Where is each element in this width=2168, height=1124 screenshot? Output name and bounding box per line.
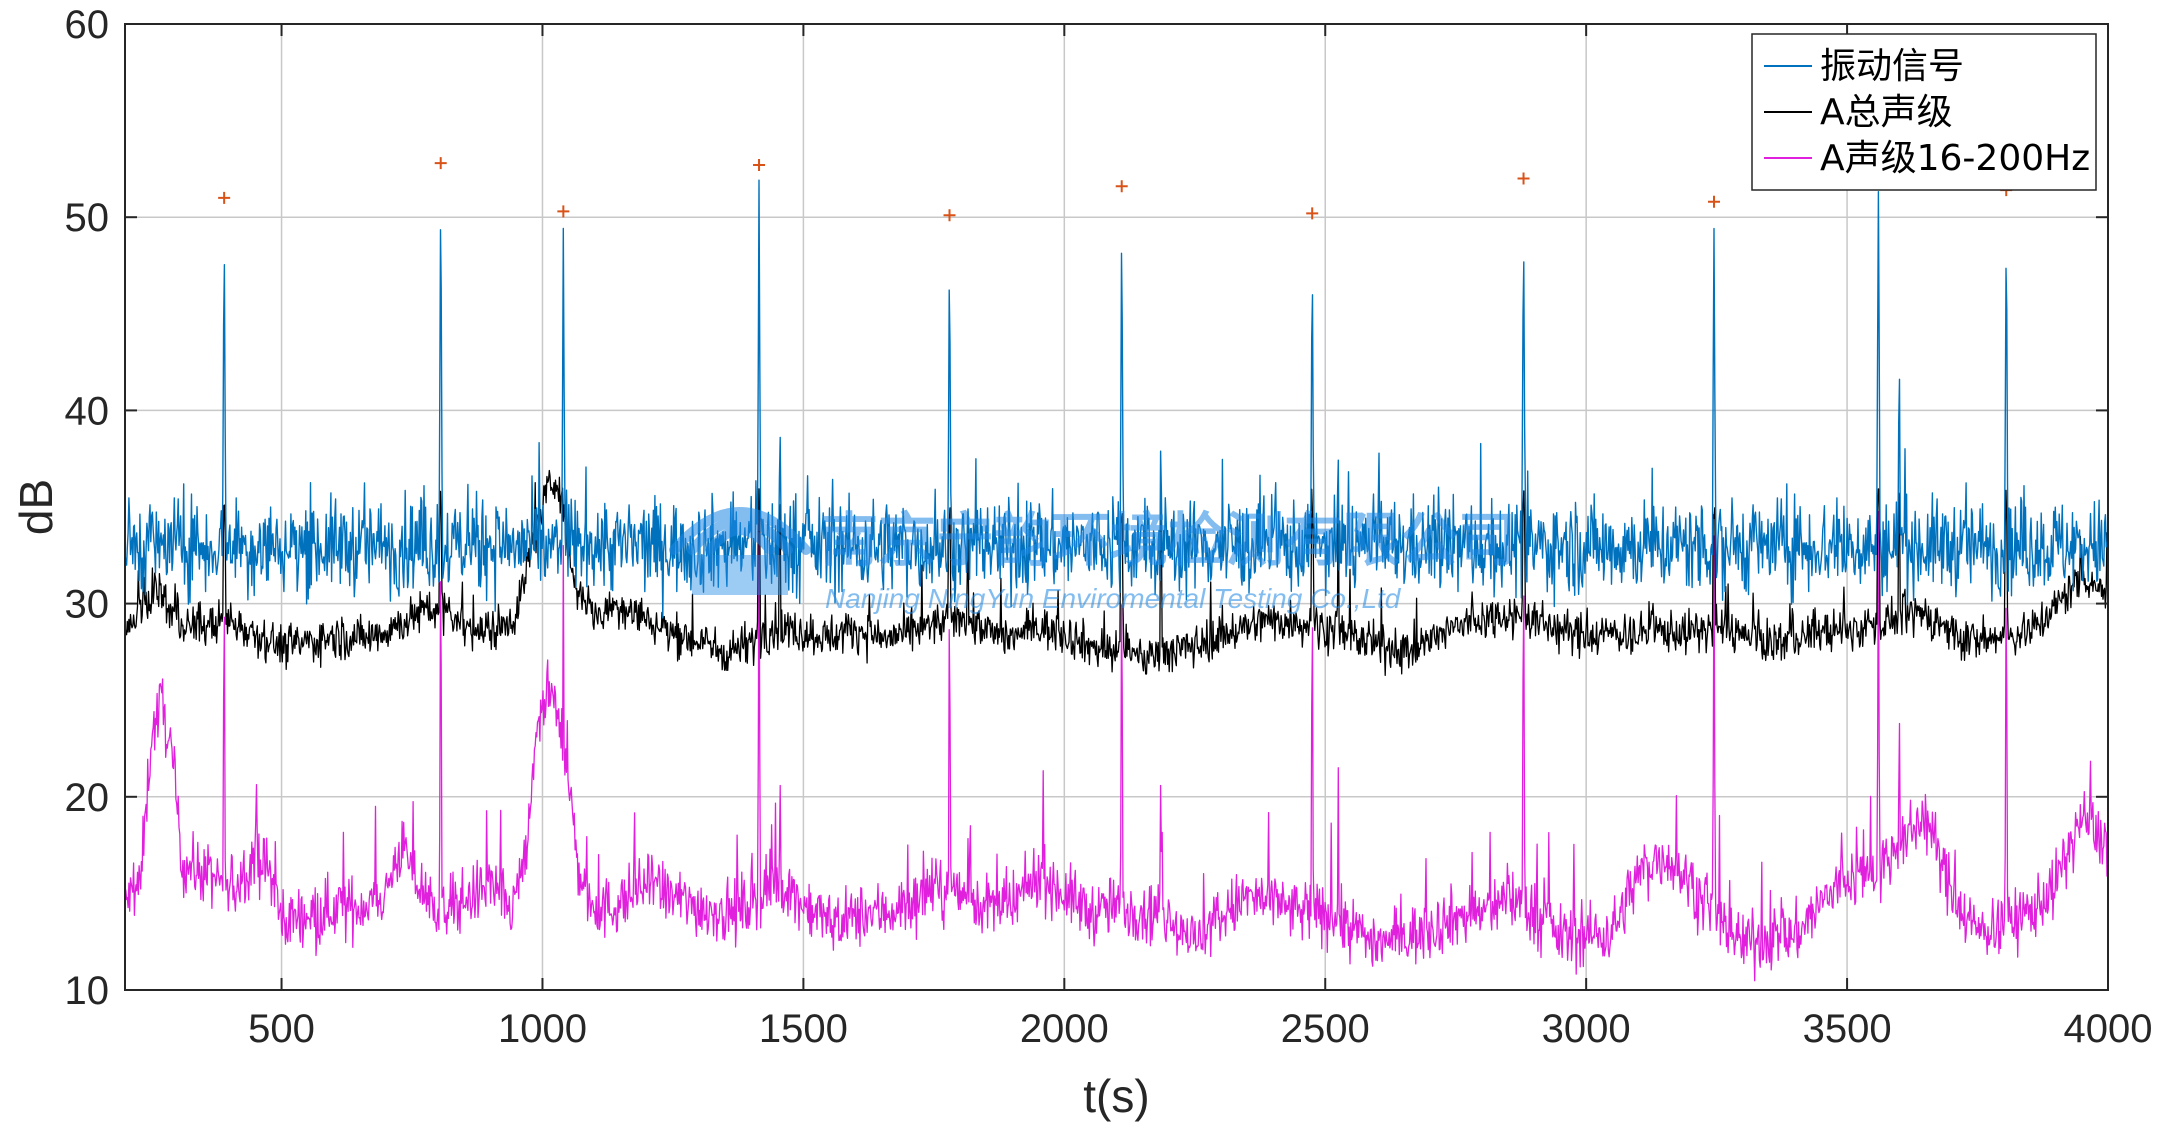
series-line [124, 500, 2109, 982]
x-tick-label: 500 [248, 1007, 315, 1051]
legend-label-vibration: 振动信号 [1820, 46, 1964, 87]
watermark-company-subtitle: Nanjing NingYun Enviromental Testing Co.… [825, 583, 1402, 614]
watermark-logo-icon [669, 507, 811, 595]
peak-marker [1115, 180, 1128, 193]
watermark-company-name: 南京宁韵环境检测有限公司 [820, 506, 1516, 574]
peak-marker [1517, 172, 1530, 185]
x-tick-label: 1500 [759, 1007, 848, 1051]
peak-marker [943, 209, 956, 222]
plot-frame [124, 23, 2109, 991]
axis-tick-labels: 500 1000 1500 2000 2500 3000 3500 4000 10 20 30 40 5… [65, 3, 2153, 1051]
legend: 振动信号 A总声级 A声级16-200Hz [1751, 33, 2097, 191]
y-tick-label: 20 [65, 776, 110, 820]
y-tick-label: 40 [65, 389, 110, 433]
y-tick-label: 30 [65, 583, 110, 627]
y-tick-label: 10 [65, 969, 110, 1013]
axis-ticks [125, 23, 2109, 991]
watermark-arc [687, 516, 793, 555]
x-tick-label: 1000 [498, 1007, 587, 1051]
peak-marker [557, 205, 570, 218]
peak-marker [1708, 195, 1721, 208]
y-tick-label: 60 [65, 3, 110, 47]
legend-label-a-total-level: A总声级 [1820, 92, 1953, 133]
peak-marker [434, 157, 447, 170]
watermark: 南京宁韵环境检测有限公司 Nanjing NingYun Enviromenta… [669, 506, 1516, 614]
watermark-arc [669, 507, 811, 555]
series-line [124, 179, 2109, 619]
x-tick-label: 2500 [1281, 1007, 1370, 1051]
watermark-base [692, 555, 788, 595]
y-axis-label: dB [10, 479, 62, 535]
x-tick-label: 2000 [1020, 1007, 1109, 1051]
peak-marker [753, 159, 766, 172]
x-tick-label: 3000 [1542, 1007, 1631, 1051]
peak-markers [218, 157, 2013, 222]
watermark-arc [705, 525, 775, 555]
series-line [124, 469, 2109, 676]
legend-label-a-level-16-200hz: A声级16-200Hz [1820, 138, 2090, 179]
peak-marker [218, 191, 231, 204]
series-layer [124, 179, 2109, 982]
y-tick-label: 50 [65, 196, 110, 240]
peak-marker [1306, 207, 1319, 220]
x-tick-label: 3500 [1803, 1007, 1892, 1051]
x-tick-label: 4000 [2064, 1007, 2153, 1051]
x-axis-label: t(s) [1083, 1070, 1149, 1122]
